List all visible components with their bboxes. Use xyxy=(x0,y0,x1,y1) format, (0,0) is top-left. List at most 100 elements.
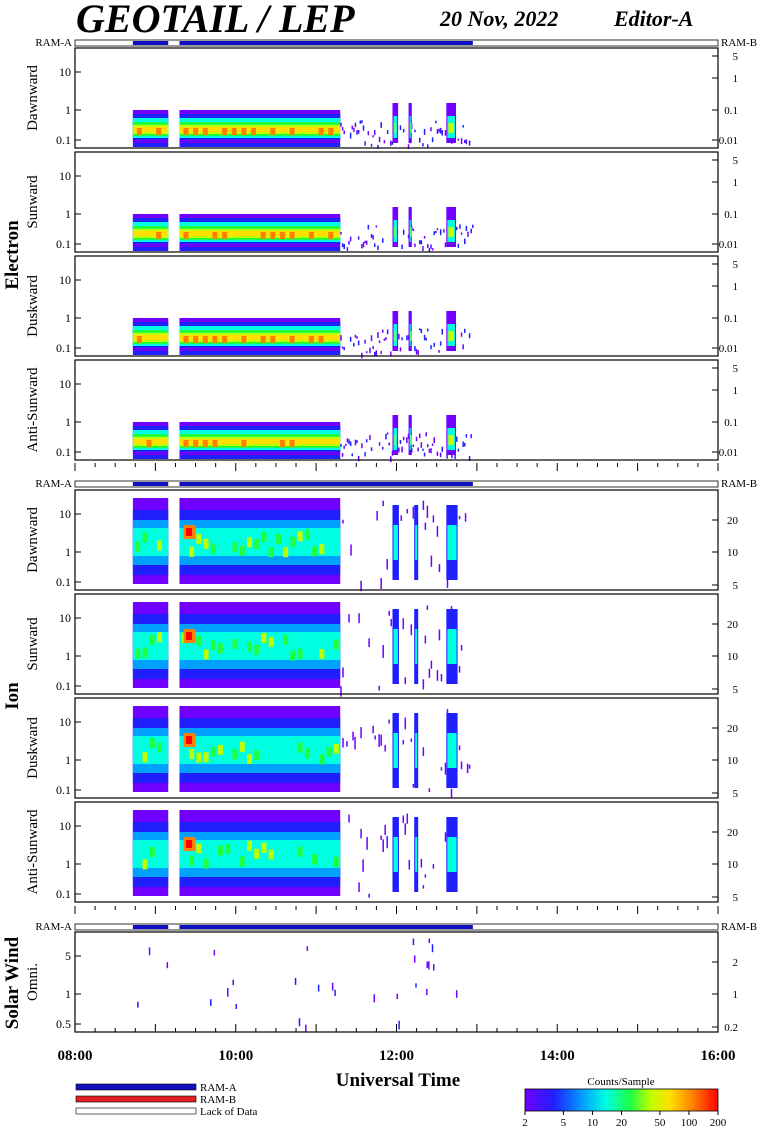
spectrogram-cell xyxy=(450,788,453,799)
spectrogram-cell xyxy=(388,610,390,616)
spectrogram-cell xyxy=(415,983,417,988)
spectrogram-cell xyxy=(328,128,334,135)
spectrogram-cell xyxy=(183,232,189,239)
spectrogram-cell xyxy=(268,849,274,860)
spectrogram-cell xyxy=(305,1024,307,1033)
spectrogram-cell xyxy=(427,144,429,148)
spectrogram-cell xyxy=(279,440,285,447)
spectrogram-cell xyxy=(406,509,409,514)
spectrogram-cell xyxy=(331,982,334,991)
spectrogram-cell xyxy=(189,748,195,759)
right-tick-label: 1 xyxy=(733,385,739,397)
spectrogram-cell xyxy=(374,735,376,740)
spectrogram-cell xyxy=(406,437,408,444)
right-tick-label: 1 xyxy=(733,73,739,85)
spectrogram-cell xyxy=(193,440,199,447)
spectrogram-cell xyxy=(468,764,471,769)
spectrogram-cell xyxy=(218,845,224,856)
right-tick-label: 20 xyxy=(727,723,739,735)
spectrogram-cell xyxy=(467,231,469,237)
spectrogram-cell xyxy=(289,232,295,239)
panel-label: Dawnward xyxy=(25,507,41,573)
spectrogram-cell xyxy=(390,140,392,146)
colorbar-ticks: 2 5 10 20 50 100 200 xyxy=(522,1111,727,1128)
spectrogram-cell xyxy=(345,443,347,446)
colorbar-title: Counts/Sample xyxy=(587,1076,654,1088)
spectrogram-cell xyxy=(189,546,195,557)
spectrogram-cell xyxy=(382,446,384,450)
spectrogram-cell xyxy=(368,893,370,898)
right-tick-label: 1 xyxy=(733,177,739,189)
colorbar-tick-label: 5 xyxy=(561,1117,567,1128)
y-tick-label: 10 xyxy=(59,715,71,729)
panel-solar-wind: 5 1 0.5 2 1 0.2 Omni. xyxy=(25,931,739,1034)
spectrogram-cell xyxy=(404,717,407,730)
spectrogram-cell xyxy=(399,440,402,444)
spectrogram-cell xyxy=(451,452,453,459)
legend-swatch-lack-of-data xyxy=(75,1107,197,1115)
spectrogram-cell xyxy=(433,231,435,236)
spectrogram-cell xyxy=(193,128,199,135)
spectrogram-cell xyxy=(370,447,373,451)
spectrogram-cell xyxy=(341,126,344,131)
spectrogram-cell xyxy=(402,815,405,823)
right-tick-label: 10 xyxy=(727,859,739,871)
spectrogram-cell xyxy=(377,245,379,251)
spectrogram-cell xyxy=(419,240,421,245)
spectrogram-cell xyxy=(348,814,350,823)
spectrogram-cell xyxy=(361,120,363,124)
spectrogram-cell xyxy=(448,435,454,445)
spectrogram-cell xyxy=(254,750,260,761)
right-tick-label: 0.1 xyxy=(724,313,738,325)
spectrogram-cell xyxy=(212,232,218,239)
spectrogram-cell xyxy=(185,840,192,848)
panel-label: Dawnward xyxy=(25,65,41,131)
spectrogram-cell xyxy=(268,547,274,558)
x-tick-label: 16:00 xyxy=(701,1048,736,1064)
spectrogram-cell xyxy=(179,127,341,132)
spectrogram-cell xyxy=(460,645,463,651)
spectrogram-cell xyxy=(441,130,444,136)
spectrogram-cell xyxy=(455,436,458,442)
spectrogram-cell xyxy=(251,128,257,135)
spectrogram-cell xyxy=(340,122,342,127)
spectrogram-cell xyxy=(225,843,231,854)
spectrogram-cell xyxy=(319,544,325,555)
legend-label-ram-a: RAM-A xyxy=(200,1082,237,1094)
spectrogram-cell xyxy=(231,128,237,135)
spectrogram-cell xyxy=(132,231,169,236)
spectrogram-cell xyxy=(464,238,466,245)
spectrogram-cell xyxy=(436,228,439,231)
spectrogram-cell xyxy=(444,242,447,248)
panel-electron-3: 10 1 0.1 5 1 0.1 0.01 Anti-Sunward xyxy=(25,359,739,463)
spectrogram-cell xyxy=(386,432,389,435)
spectrogram-cell xyxy=(372,725,374,734)
right-tick-label: 0.1 xyxy=(724,105,738,117)
spectrogram-cell xyxy=(142,532,148,543)
ram-legend: RAM-A RAM-B Lack of Data xyxy=(75,1082,258,1118)
spectrogram-cell xyxy=(203,752,209,763)
spectrogram-cell xyxy=(333,743,339,754)
legend-label-ram-b: RAM-B xyxy=(200,1094,236,1106)
y-tick-label: 1 xyxy=(65,649,71,663)
spectrogram-cell xyxy=(420,858,423,868)
spectrogram-cell xyxy=(268,636,274,647)
panel-label: Duskward xyxy=(25,275,41,337)
panel-frame xyxy=(74,593,719,695)
ram-label-left: RAM-A xyxy=(35,478,72,490)
spectrogram-cell xyxy=(419,433,421,439)
panel-ion-1: 10 1 0.1 20 10 5 Sunward xyxy=(25,593,739,697)
right-tick-label: 1 xyxy=(733,989,739,1001)
spectrogram-cell xyxy=(380,350,382,354)
spectrogram-cell xyxy=(406,813,409,824)
spectrogram-cell xyxy=(439,127,442,134)
spectrogram-cell xyxy=(409,116,411,138)
spectrogram-cell xyxy=(275,534,281,545)
spectrogram-cell xyxy=(318,128,324,135)
spectrogram-cell xyxy=(430,244,432,249)
spectrogram-cell xyxy=(382,500,384,507)
spectrogram-cell xyxy=(348,614,350,623)
spectrogram-cell xyxy=(438,629,441,641)
spectrogram-cell xyxy=(410,123,412,133)
spectrogram-cell xyxy=(149,634,155,645)
